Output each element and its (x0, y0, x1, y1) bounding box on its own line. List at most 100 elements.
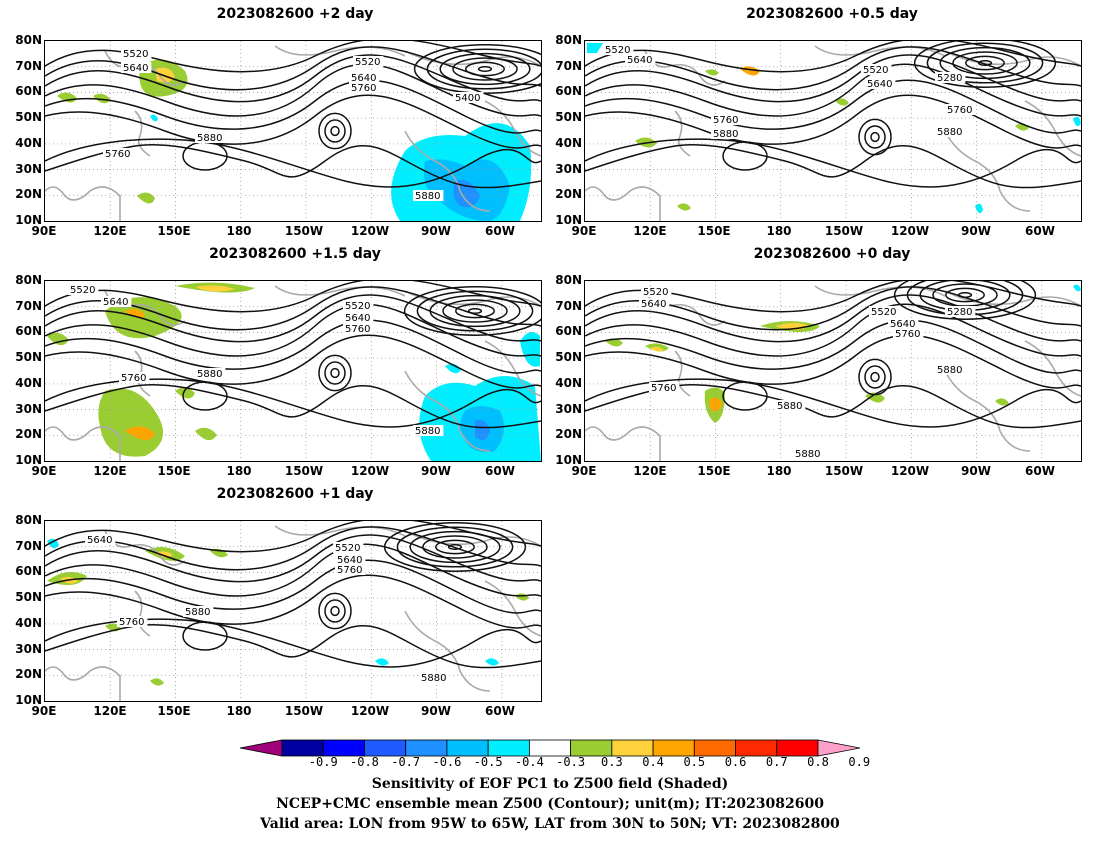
high-contour (318, 592, 352, 630)
map-panel-p4: 5520 5640 5520 5640 5760 5280 5880 5760 5880 5880 (584, 280, 1082, 462)
lon-tick-label: 150E (697, 224, 731, 238)
low-contour (945, 287, 985, 303)
contour-label: 5880 (415, 191, 440, 202)
lon-tick-label: 90E (31, 704, 57, 718)
contour-label: 5760 (351, 83, 376, 94)
contour-line (585, 63, 1081, 117)
panel-title-p3: 2023082600 +1.5 day (209, 246, 381, 262)
lat-tick-label: 50N (15, 350, 42, 365)
lon-tick-label: 120E (633, 464, 667, 478)
coastline (45, 186, 121, 221)
contour-label-bg (935, 126, 966, 137)
high-contour (330, 125, 340, 137)
shade-region (155, 67, 175, 83)
shade-region (709, 397, 722, 412)
coastline (134, 110, 151, 157)
gridlines (45, 521, 541, 701)
coastline (274, 525, 406, 537)
lat-tick-label: 40N (15, 375, 42, 390)
lon-tick-label: 120E (93, 464, 127, 478)
colorbar-box (487, 739, 530, 757)
contour-label-bg (603, 44, 634, 55)
contour-line (45, 79, 541, 134)
contour-label: 5880 (415, 426, 440, 437)
high-contour (330, 605, 340, 617)
contour-label: 5760 (947, 105, 972, 116)
low-contour (893, 281, 1037, 320)
coastline (814, 285, 946, 297)
contour-line (45, 143, 541, 189)
contour-label: 5760 (119, 617, 144, 628)
shade-region (515, 593, 529, 601)
coastline (484, 100, 541, 157)
contour-line (585, 143, 1081, 189)
low-contour (467, 308, 483, 314)
colorbar-tick-label: -0.3 (556, 755, 586, 769)
lat-tick-label: 30N (15, 161, 42, 176)
lat-tick-label: 60N (15, 324, 42, 339)
colorbar-labels: -0.9 -0.8 -0.7 -0.6 -0.5 -0.4 -0.3 0.3 0.4 0.5 0.6… (240, 755, 870, 771)
shade-region (650, 346, 664, 352)
colorbar-box (322, 739, 365, 757)
colorbar-box (570, 739, 613, 757)
high-contour (324, 361, 346, 385)
panel-title-p2: 2023082600 +0.5 day (746, 6, 918, 22)
caption-line-1: Sensitivity of EOF PC1 to Z500 field (Sh… (371, 776, 729, 792)
closed-contour (722, 141, 768, 171)
contour-label: 5880 (795, 449, 820, 460)
lat-tick-label: 70N (555, 298, 582, 313)
contour-label: 5520 (871, 307, 896, 318)
lat-tick-label: 80N (555, 273, 582, 287)
contour-label-bg (711, 114, 742, 125)
shade-region (835, 98, 849, 106)
coastline (404, 530, 541, 547)
sensitivity-shading (47, 282, 541, 461)
contour-label: 5640 (103, 297, 128, 308)
contour-label: 5520 (123, 49, 148, 60)
contour-line (45, 383, 541, 429)
colorbar-tick-label: 0.9 (848, 755, 871, 769)
low-contour (952, 51, 1018, 75)
contour-label-bg (711, 128, 742, 139)
lon-tick-label: 180 (226, 464, 252, 478)
contour-label: 5640 (123, 63, 148, 74)
lat-tick-label: 40N (15, 615, 42, 630)
colorbar-box (776, 739, 819, 757)
contour-line (45, 334, 541, 389)
coastline (674, 350, 691, 397)
lon-tick-label: 90W (421, 224, 451, 238)
low-contour (426, 48, 541, 90)
colorbar-tick-label: -0.7 (391, 755, 421, 769)
colorbar-min-triangle (239, 739, 283, 757)
lat-tick-label: 70N (15, 538, 42, 553)
shade-region (975, 203, 983, 214)
contour-label-bg (349, 72, 380, 83)
shade-region (520, 332, 540, 367)
map-panel-p5: 5640 5520 5640 5760 5760 5880 5880 (44, 520, 542, 702)
contour-label: 5640 (890, 319, 915, 330)
contour-label: 5520 (355, 57, 380, 68)
z500-contours (45, 521, 541, 669)
shade-region (195, 427, 217, 441)
coastline (944, 50, 1081, 67)
lat-tick-label: 50N (555, 110, 582, 125)
contour-label-bg (625, 54, 656, 65)
contour-label: 5880 (937, 365, 962, 376)
lat-tick-label: 60N (15, 564, 42, 579)
contour-label: 5520 (70, 285, 95, 296)
closed-contour (182, 621, 228, 651)
lat-tick-label: 40N (555, 375, 582, 390)
shade-region (125, 426, 155, 441)
lat-tick-label: 40N (15, 135, 42, 150)
lon-tick-label: 90W (961, 224, 991, 238)
lon-tick-label: 180 (226, 224, 252, 238)
lon-tick-label: 90W (421, 464, 451, 478)
high-contour (318, 354, 352, 392)
contour-line (585, 54, 1081, 103)
contour-label-bg (453, 92, 484, 103)
lon-tick-label: 120W (890, 464, 930, 478)
contour-line (45, 574, 541, 629)
